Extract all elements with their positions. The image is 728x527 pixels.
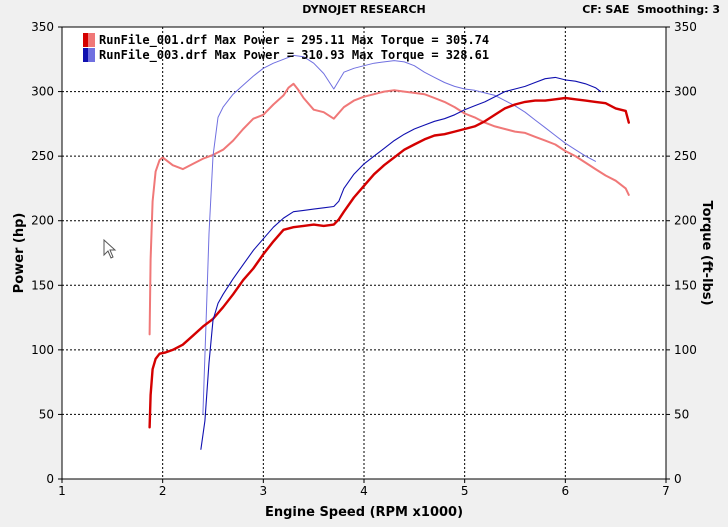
legend-swatch-run-003 (83, 48, 88, 62)
y2-tick-label: 0 (674, 472, 682, 486)
correction-factor-label: CF: SAE (582, 3, 630, 16)
x-tick-label: 2 (159, 484, 167, 498)
legend-label-run-003: RunFile_003.drf Max Power = 310.93 Max T… (99, 48, 489, 63)
series-line-runfile-001-drf-torque (148, 82, 630, 336)
legend-swatch-run-003-torque (88, 48, 95, 62)
smoothing-label: Smoothing: 3 (637, 3, 720, 16)
chart-header-settings: CF: SAE Smoothing: 3 (582, 3, 720, 16)
x-tick-label: 3 (260, 484, 268, 498)
x-tick-label: 7 (662, 484, 670, 498)
x-tick-label: 6 (562, 484, 570, 498)
series-line-runfile-001-drf-power (148, 96, 630, 429)
y-tick-label: 200 (31, 214, 54, 228)
series-line-runfile-003-drf-power (200, 76, 602, 450)
y-axis-title: Power (hp) (12, 213, 27, 294)
y2-tick-label: 100 (674, 343, 697, 357)
x-tick-label: 1 (58, 484, 66, 498)
x-axis-title: Engine Speed (RPM x1000) (265, 505, 463, 520)
legend-label-run-001: RunFile_001.drf Max Power = 295.11 Max T… (99, 33, 489, 48)
y-tick-label: 0 (46, 472, 54, 486)
legend: RunFile_001.drf Max Power = 295.11 Max T… (83, 33, 489, 63)
y-tick-label: 100 (31, 343, 54, 357)
legend-item-run-003: RunFile_003.drf Max Power = 310.93 Max T… (83, 48, 489, 63)
x-tick-label: 5 (461, 484, 469, 498)
y-tick-label: 150 (31, 278, 54, 292)
y-tick-label: 50 (39, 407, 54, 421)
series-line-runfile-003-drf-torque (202, 54, 596, 415)
y-tick-label: 300 (31, 85, 54, 99)
axis-ticks: 1 2 3 4 5 6 7050100150200250300350050100150200… (31, 20, 697, 498)
legend-swatch-run-001 (83, 33, 88, 47)
y2-tick-label: 50 (674, 407, 689, 421)
y2-tick-label: 300 (674, 85, 697, 99)
y2-tick-label: 150 (674, 278, 697, 292)
y-tick-label: 250 (31, 149, 54, 163)
y2-tick-label: 350 (674, 20, 697, 34)
legend-item-run-001: RunFile_001.drf Max Power = 295.11 Max T… (83, 33, 489, 48)
x-tick-label: 4 (360, 484, 368, 498)
chart-header-title: DYNOJET RESEARCH (302, 3, 426, 16)
series-layer (148, 54, 630, 450)
y2-tick-label: 200 (674, 214, 697, 228)
mouse-cursor-icon (103, 238, 117, 259)
y2-tick-label: 250 (674, 149, 697, 163)
legend-swatch-run-001-torque (88, 33, 95, 47)
y-tick-label: 350 (31, 20, 54, 34)
y2-axis-title: Torque (ft-lbs) (699, 200, 714, 305)
